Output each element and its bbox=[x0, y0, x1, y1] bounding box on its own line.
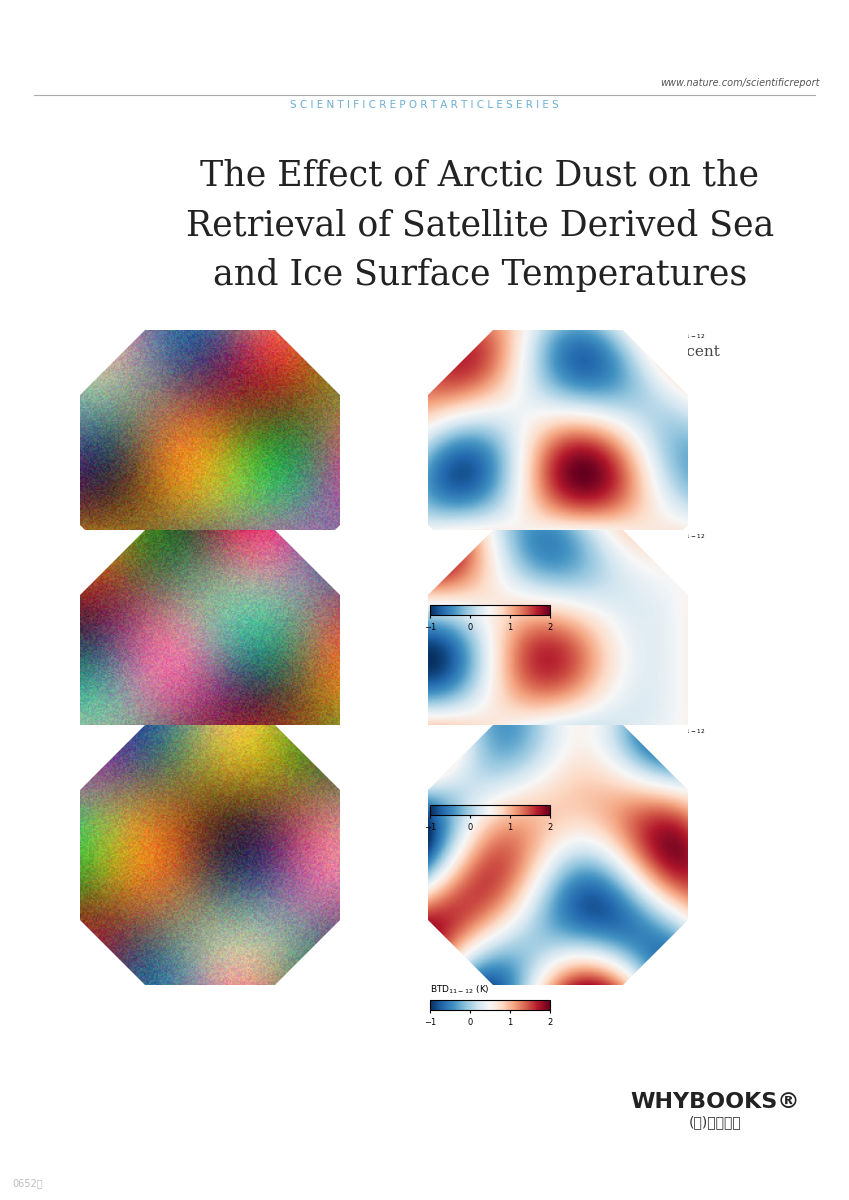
Text: 2036 UTC: 2036 UTC bbox=[139, 739, 186, 749]
Text: The Effect of Arctic Dust on the: The Effect of Arctic Dust on the bbox=[200, 158, 760, 192]
Text: 09 Jul 2016: 09 Jul 2016 bbox=[435, 727, 490, 737]
Text: Channel 1,2 4: Channel 1,2 4 bbox=[219, 332, 287, 342]
Polygon shape bbox=[558, 660, 753, 854]
Text: 08 Aug 2013: 08 Aug 2013 bbox=[139, 532, 201, 542]
Polygon shape bbox=[558, 854, 753, 1050]
Text: High: High bbox=[185, 634, 207, 643]
Text: 08 Aug 2013: 08 Aug 2013 bbox=[435, 532, 498, 542]
Polygon shape bbox=[210, 460, 405, 655]
Text: Low Cloud: Low Cloud bbox=[148, 416, 198, 427]
Polygon shape bbox=[15, 460, 210, 655]
Polygon shape bbox=[558, 460, 753, 655]
Polygon shape bbox=[15, 854, 210, 1050]
Polygon shape bbox=[363, 854, 558, 1050]
Text: Cloud: Cloud bbox=[185, 646, 213, 655]
Polygon shape bbox=[558, 265, 753, 460]
Polygon shape bbox=[210, 854, 405, 1050]
Text: $_{11-12}$: $_{11-12}$ bbox=[682, 532, 706, 541]
Text: BTD: BTD bbox=[661, 532, 682, 542]
Text: S C I E N T I F I C R E P O R T A R T I C L E S E R I E S: S C I E N T I F I C R E P O R T A R T I … bbox=[290, 100, 559, 110]
Text: R. F. Vincent: R. F. Vincent bbox=[622, 346, 720, 359]
Polygon shape bbox=[363, 464, 558, 660]
Text: WHYBOOKS®: WHYBOOKS® bbox=[630, 1092, 800, 1112]
Text: $_{11-12}$: $_{11-12}$ bbox=[682, 332, 706, 341]
Text: www.nature.com/scientificreport: www.nature.com/scientificreport bbox=[661, 78, 820, 88]
Polygon shape bbox=[363, 460, 558, 655]
Text: c: c bbox=[130, 727, 137, 737]
Text: Water: Water bbox=[157, 476, 186, 487]
Text: Tundra: Tundra bbox=[163, 697, 196, 707]
Polygon shape bbox=[210, 464, 405, 660]
Text: 1950 UTC: 1950 UTC bbox=[435, 544, 482, 554]
Text: 1950 UTC: 1950 UTC bbox=[139, 544, 186, 554]
Text: 1933 UTC: 1933 UTC bbox=[435, 344, 481, 354]
Polygon shape bbox=[15, 660, 210, 854]
Text: (주)와이북스: (주)와이북스 bbox=[689, 1115, 741, 1129]
Text: Channel 1,2 4: Channel 1,2 4 bbox=[219, 727, 287, 737]
Text: 0652丘: 0652丘 bbox=[12, 1178, 42, 1188]
Text: 30 Jun 2010: 30 Jun 2010 bbox=[435, 332, 493, 342]
Text: Retrieval of Satellite Derived Sea: Retrieval of Satellite Derived Sea bbox=[186, 208, 774, 242]
Polygon shape bbox=[558, 464, 753, 660]
Text: $_{11-12}$: $_{11-12}$ bbox=[682, 727, 706, 736]
Polygon shape bbox=[210, 660, 405, 854]
Polygon shape bbox=[363, 265, 558, 460]
Polygon shape bbox=[15, 660, 210, 854]
Text: Ice: Ice bbox=[165, 437, 179, 446]
Polygon shape bbox=[210, 265, 405, 460]
Text: BTD$_{11-12}$ (K): BTD$_{11-12}$ (K) bbox=[430, 984, 490, 996]
Text: BTD$_{11-12}$ (K): BTD$_{11-12}$ (K) bbox=[430, 788, 490, 802]
Polygon shape bbox=[15, 265, 210, 460]
Polygon shape bbox=[210, 660, 405, 854]
Polygon shape bbox=[558, 660, 753, 854]
Text: 1933 UTC: 1933 UTC bbox=[139, 344, 186, 354]
Text: BTD: BTD bbox=[661, 332, 682, 342]
Text: 09 Jul 2016: 09 Jul 2016 bbox=[139, 727, 194, 737]
Text: b: b bbox=[130, 532, 138, 542]
Text: 2036 UTC: 2036 UTC bbox=[435, 739, 482, 749]
Text: a: a bbox=[130, 332, 138, 342]
Text: Channel 1,2 4: Channel 1,2 4 bbox=[219, 532, 287, 542]
Polygon shape bbox=[15, 464, 210, 660]
Text: BTD: BTD bbox=[661, 727, 682, 737]
Text: BTD$_{11-12}$ (K): BTD$_{11-12}$ (K) bbox=[430, 588, 490, 601]
Text: 30 Jun 2010: 30 Jun 2010 bbox=[139, 332, 198, 342]
Polygon shape bbox=[363, 660, 558, 854]
Polygon shape bbox=[363, 660, 558, 854]
Text: and Ice Surface Temperatures: and Ice Surface Temperatures bbox=[213, 258, 747, 292]
